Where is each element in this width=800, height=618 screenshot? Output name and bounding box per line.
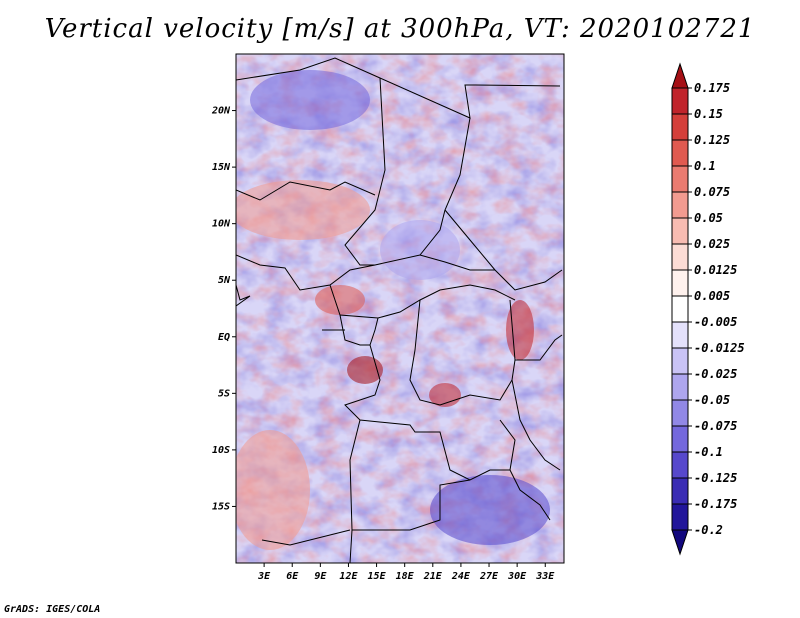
y-tick-label: 15S — [212, 501, 230, 512]
colorbar-label: -0.005 — [694, 315, 737, 329]
field-patch — [380, 220, 460, 280]
x-tick-label: 24E — [451, 571, 471, 582]
colorbar-swatch — [671, 87, 689, 115]
colorbar-label: 0.025 — [694, 237, 730, 251]
y-tick-label: 10S — [212, 445, 230, 456]
x-tick-label: 15E — [368, 571, 387, 582]
x-tick-label: 27E — [479, 571, 499, 582]
colorbar-swatch — [671, 191, 689, 219]
x-tick-label: 6E — [286, 571, 299, 582]
colorbar-swatch — [671, 165, 689, 193]
colorbar-swatch — [671, 269, 689, 297]
colorbar-top-arrow — [671, 62, 689, 89]
plot-frame — [235, 53, 565, 564]
x-tick-label: 21E — [423, 571, 443, 582]
x-tick-label: 3E — [257, 571, 271, 582]
colorbar-label: -0.025 — [694, 367, 737, 381]
field-overlays — [236, 70, 550, 550]
x-axis: 3E 6E 9E 12E 15E 18E 21E 24E 27E 30E 33E — [257, 563, 555, 582]
field-patch — [236, 430, 310, 550]
field-patch — [506, 300, 534, 360]
field-patch — [315, 285, 365, 315]
colorbar-swatch — [671, 321, 689, 349]
colorbar-swatch — [671, 451, 689, 479]
field-patch — [430, 475, 550, 545]
colorbar-label: 0.05 — [694, 211, 723, 225]
colorbar-label: -0.2 — [694, 523, 723, 537]
colorbar-label: 0.0125 — [694, 263, 737, 277]
colorbar-swatch — [671, 477, 689, 505]
x-tick-label: 12E — [339, 571, 358, 582]
field-patch — [236, 180, 370, 240]
y-tick-label: 5S — [218, 388, 230, 399]
y-tick-label: 10N — [212, 219, 231, 230]
chart-title: Vertical velocity [m/s] at 300hPa, VT: 2… — [44, 14, 756, 44]
y-axis: 20N 15N 10N 5N EQ 5S 10S 15S — [211, 106, 236, 512]
colorbar-swatch — [671, 295, 689, 323]
colorbar-label: -0.125 — [694, 471, 737, 485]
colorbar-label: 0.1 — [694, 159, 716, 173]
country-borders — [236, 57, 563, 563]
colorbar-label: -0.05 — [694, 393, 730, 407]
x-tick-label: 33E — [535, 571, 555, 582]
y-tick-label: 20N — [211, 106, 231, 117]
y-tick-label: 15N — [212, 162, 231, 173]
colorbar: 0.175 0.15 0.125 0.1 0.075 0.05 0.025 0.0125 0.0… — [671, 62, 745, 556]
colorbar-swatch — [671, 139, 689, 167]
colorbar-bottom-arrow — [671, 529, 689, 556]
colorbar-label: -0.1 — [694, 445, 723, 459]
colorbar-swatch — [671, 399, 689, 427]
colorbar-swatch — [671, 373, 689, 401]
colorbar-label: 0.175 — [694, 81, 730, 95]
colorbar-label: -0.0125 — [694, 341, 745, 355]
colorbar-swatch — [671, 217, 689, 245]
x-tick-label: 9E — [314, 571, 327, 582]
colorbar-label: 0.15 — [694, 107, 723, 121]
colorbar-label: 0.125 — [694, 133, 730, 147]
colorbar-swatch — [671, 243, 689, 271]
field-patch — [347, 356, 383, 384]
colorbar-swatch — [671, 503, 689, 531]
colorbar-label: 0.005 — [694, 289, 730, 303]
plot-area — [235, 53, 565, 564]
x-tick-label: 30E — [507, 571, 527, 582]
colorbar-label: -0.075 — [694, 419, 737, 433]
field-patch — [250, 70, 370, 130]
colorbar-label: 0.075 — [694, 185, 730, 199]
grads-credit: GrADS: IGES/COLA — [4, 604, 101, 615]
colorbar-swatch — [671, 113, 689, 141]
y-tick-label: 5N — [218, 275, 231, 286]
colorbar-swatch — [671, 425, 689, 453]
colorbar-label: -0.175 — [694, 497, 737, 511]
y-tick-label: EQ — [218, 332, 230, 343]
x-tick-label: 18E — [396, 571, 415, 582]
colorbar-swatch — [671, 347, 689, 375]
